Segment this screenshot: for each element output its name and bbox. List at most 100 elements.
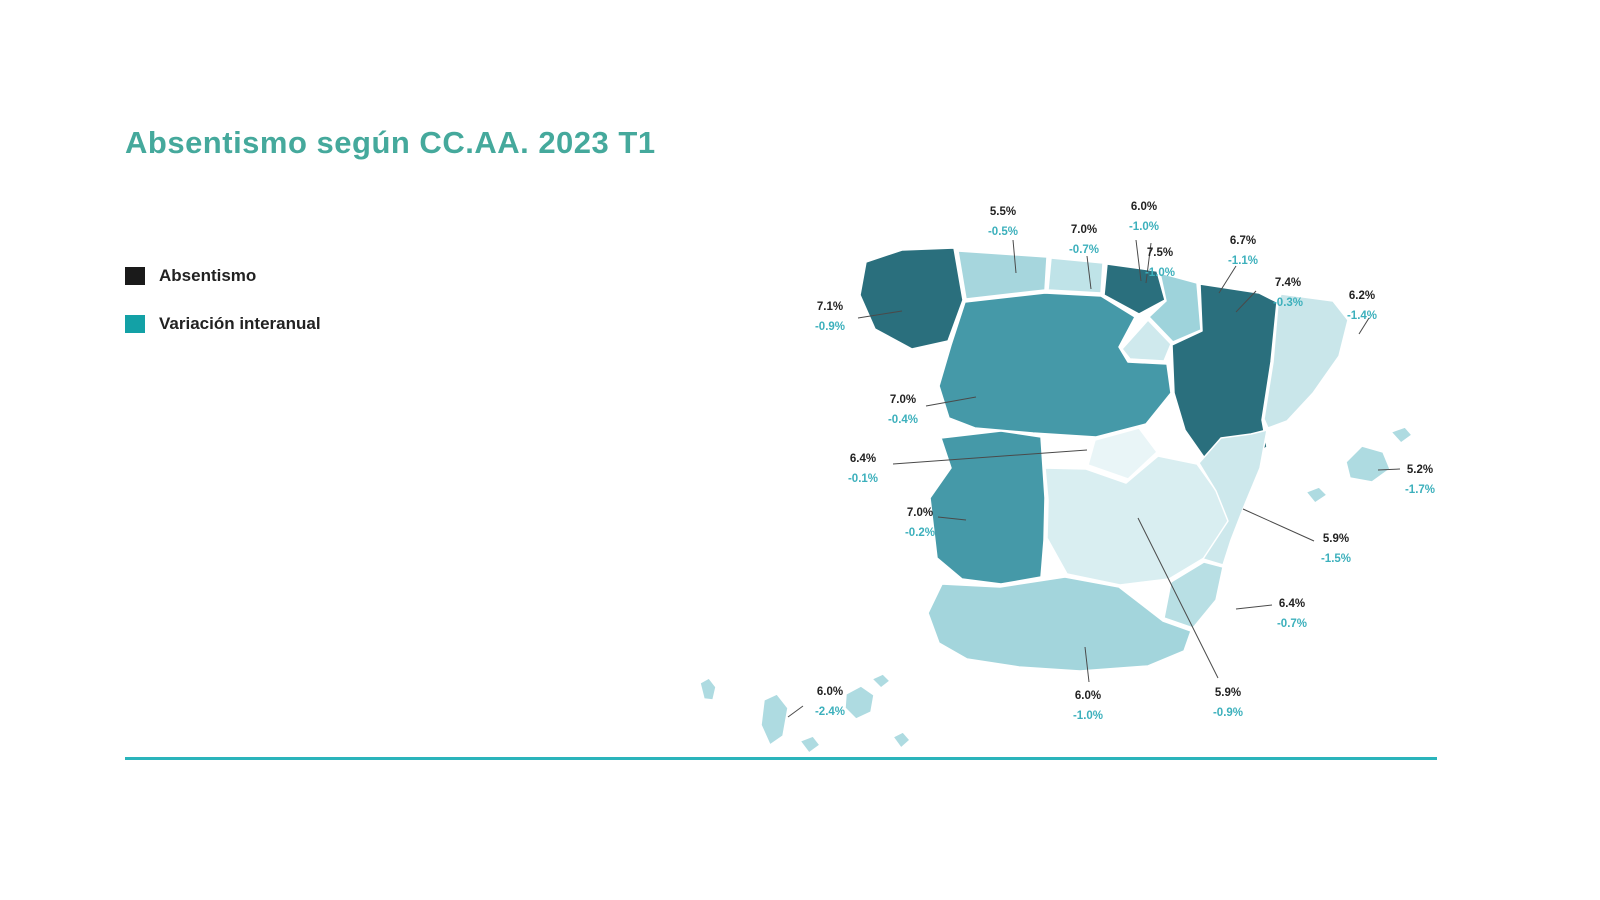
leader-line: [1242, 508, 1315, 542]
absentismo-value: 6.2%: [1348, 290, 1376, 302]
leader-line: [925, 396, 977, 407]
region-madrid: [1087, 427, 1158, 480]
absentismo-value: 7.0%: [889, 394, 917, 406]
region-galicia: [859, 247, 964, 350]
variacion-value: -1.7%: [1404, 484, 1436, 496]
bottom-divider-line: [125, 757, 1437, 760]
region-andalucia: [927, 576, 1192, 672]
map-value-label: 5.2% -1.7%: [1405, 460, 1435, 500]
region-asturias: [957, 250, 1048, 300]
leader-line: [857, 310, 903, 319]
variacion-value: -1.0%: [1072, 710, 1104, 722]
variacion-value: -1.1%: [1227, 255, 1259, 267]
region-baleares-ibiza: [1305, 486, 1328, 504]
absentismo-value: 6.7%: [1229, 235, 1257, 247]
absentismo-value: 5.9%: [1214, 687, 1242, 699]
leader-line: [892, 449, 1088, 465]
absentismo-value: 7.4%: [1274, 277, 1302, 289]
absentismo-value: 6.4%: [849, 453, 877, 465]
map-value-label: 7.0% -0.7%: [1069, 220, 1099, 260]
variacion-value: -0.1%: [847, 473, 879, 485]
variacion-value: -0.9%: [814, 321, 846, 333]
region-baleares-mallorca: [1345, 445, 1391, 483]
absentismo-value: 7.0%: [1070, 224, 1098, 236]
leader-line: [1235, 604, 1273, 610]
region-valencia: [1198, 429, 1268, 566]
absentismo-value: 7.1%: [816, 301, 844, 313]
map-value-label: 5.9% -1.5%: [1321, 529, 1351, 569]
leader-line: [1145, 242, 1152, 284]
map-value-label: 5.9% -0.9%: [1213, 683, 1243, 723]
variacion-value: -0.7%: [1068, 244, 1100, 256]
variacion-value: -2.4%: [814, 706, 846, 718]
leader-line: [1012, 239, 1017, 274]
variacion-value: -0.7%: [1276, 618, 1308, 630]
region-baleares-menorca: [1390, 426, 1413, 444]
leader-line: [787, 705, 804, 718]
legend-swatch-absentismo: [125, 267, 145, 285]
map-value-label: 6.4% -0.7%: [1277, 594, 1307, 634]
region-canarias-island-1: [699, 677, 717, 701]
leader-line: [1358, 317, 1370, 335]
legend-item: Variación interanual: [125, 314, 321, 334]
region-cataluna: [1263, 293, 1349, 429]
region-murcia: [1163, 561, 1224, 629]
map-value-label: 6.7% -1.1%: [1228, 231, 1258, 271]
absentismo-value: 6.0%: [1130, 201, 1158, 213]
region-canarias-island-5: [871, 673, 891, 689]
variacion-value: -1.0%: [1128, 221, 1160, 233]
variacion-value: -1.5%: [1320, 553, 1352, 565]
leader-lines: [787, 239, 1401, 718]
legend-swatch-variacion: [125, 315, 145, 333]
map-value-label: 7.1% -0.9%: [815, 297, 845, 337]
variacion-value: -0.9%: [1212, 707, 1244, 719]
map-regions: [699, 247, 1413, 754]
region-pais-vasco: [1103, 263, 1166, 315]
region-la-rioja: [1121, 319, 1172, 362]
legend-item: Absentismo: [125, 266, 321, 286]
variacion-value: -0.4%: [887, 414, 919, 426]
absentismo-value: 5.2%: [1406, 464, 1434, 476]
region-extremadura: [929, 430, 1046, 585]
variacion-value: -0.5%: [987, 226, 1019, 238]
map-value-label: 7.4% -0.3%: [1273, 273, 1303, 313]
region-canarias-island-4: [844, 685, 875, 720]
map-value-label: 7.0% -0.2%: [905, 503, 935, 543]
absentismo-value: 7.0%: [906, 507, 934, 519]
absentismo-value: 6.4%: [1278, 598, 1306, 610]
map-value-label: 6.0% -2.4%: [815, 682, 845, 722]
leader-line: [1137, 517, 1219, 679]
leader-line: [1218, 265, 1237, 294]
leader-line: [1084, 646, 1090, 683]
variacion-value: -1.4%: [1346, 310, 1378, 322]
map-value-label: 7.5% -1.0%: [1145, 243, 1175, 283]
absentismo-value: 5.9%: [1322, 533, 1350, 545]
legend-label: Variación interanual: [159, 314, 321, 333]
region-canarias-island-2: [760, 693, 789, 746]
region-canarias-island-3: [799, 735, 821, 754]
region-cantabria: [1047, 257, 1104, 294]
leader-line: [937, 516, 967, 521]
map-value-label: 6.0% -1.0%: [1129, 197, 1159, 237]
map-value-label: 6.4% -0.1%: [848, 449, 878, 489]
page-title: Absentismo según CC.AA. 2023 T1: [125, 125, 656, 160]
map-value-label: 5.5% -0.5%: [988, 202, 1018, 242]
variacion-value: -0.3%: [1272, 297, 1304, 309]
leader-line: [1086, 255, 1092, 290]
map-value-label: 6.0% -1.0%: [1073, 686, 1103, 726]
region-navarra: [1148, 272, 1202, 343]
region-castilla-y-leon: [938, 292, 1172, 438]
legend-label: Absentismo: [159, 266, 257, 285]
absentismo-value: 5.5%: [989, 206, 1017, 218]
leader-line: [1377, 468, 1401, 471]
map-value-label: 6.2% -1.4%: [1347, 286, 1377, 326]
absentismo-value: 6.0%: [816, 686, 844, 698]
variacion-value: -0.2%: [904, 527, 936, 539]
map-value-label: 7.0% -0.4%: [888, 390, 918, 430]
absentismo-value: 7.5%: [1146, 247, 1174, 259]
legend: Absentismo Variación interanual: [125, 266, 321, 362]
leader-line: [1135, 239, 1142, 282]
leader-line: [1235, 290, 1257, 313]
